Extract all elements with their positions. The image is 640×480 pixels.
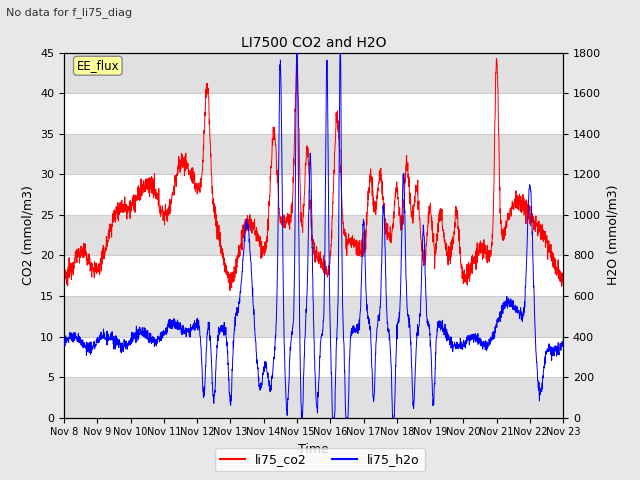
Legend: li75_co2, li75_h2o: li75_co2, li75_h2o bbox=[215, 448, 425, 471]
Text: EE_flux: EE_flux bbox=[77, 59, 119, 72]
Bar bbox=[64, 296, 563, 336]
Text: No data for f_li75_diag: No data for f_li75_diag bbox=[6, 7, 132, 18]
Title: LI7500 CO2 and H2O: LI7500 CO2 and H2O bbox=[241, 36, 387, 50]
Bar bbox=[64, 377, 563, 418]
Y-axis label: H2O (mmol/m3): H2O (mmol/m3) bbox=[607, 185, 620, 286]
Bar bbox=[64, 215, 563, 255]
Bar bbox=[64, 134, 563, 174]
Y-axis label: CO2 (mmol/m3): CO2 (mmol/m3) bbox=[22, 185, 35, 285]
Bar bbox=[64, 53, 563, 93]
X-axis label: Time: Time bbox=[298, 443, 329, 456]
